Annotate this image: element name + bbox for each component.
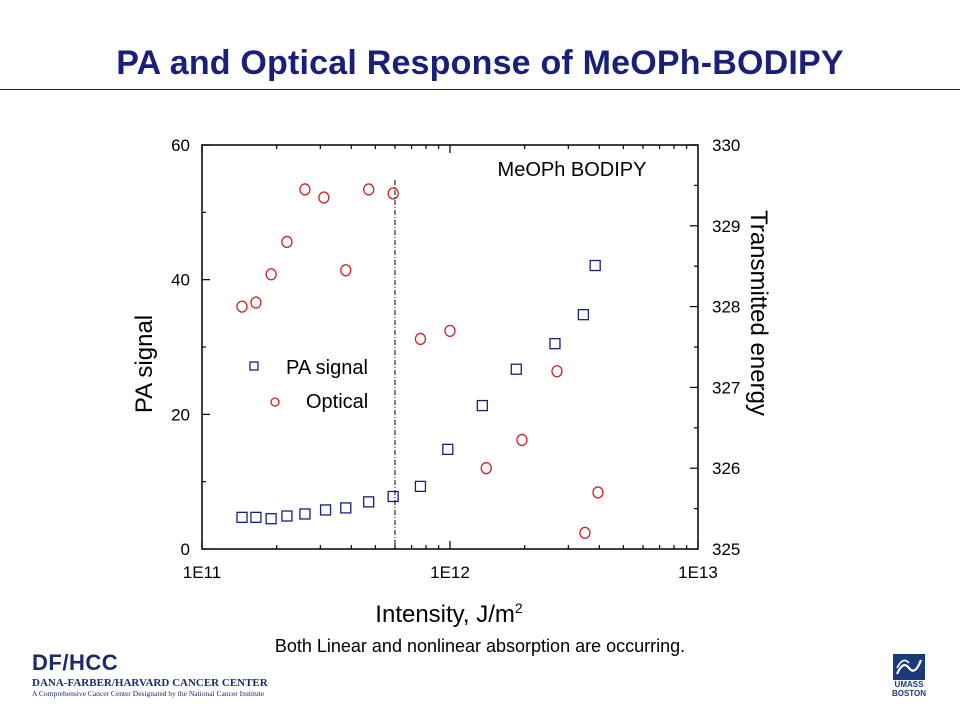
- legend-label-pa: PA signal: [286, 357, 368, 379]
- legend-marker-pa: [249, 361, 259, 371]
- y2-axis-label: Transmitted energy: [745, 210, 772, 416]
- y2-tick-label: 329: [712, 217, 740, 236]
- pa-signal-point: [265, 513, 277, 525]
- chart-axes: 1E11 1E12 1E13 0 20 40 60 325 326 327 328 329 330: [171, 136, 740, 582]
- title-divider: [0, 89, 960, 90]
- optical-point: [516, 433, 528, 447]
- pa-signal-point: [577, 309, 590, 321]
- legend-label-optical: Optical: [306, 391, 368, 413]
- optical-point: [265, 268, 277, 281]
- pa-signal-point: [589, 259, 601, 272]
- optical-point: [299, 183, 311, 196]
- plot-frame: [201, 144, 699, 550]
- pa-signal-point: [319, 504, 332, 516]
- y-tick-label: 60: [171, 136, 190, 155]
- optical-point: [387, 187, 399, 200]
- pa-signal-point: [363, 496, 375, 508]
- umass-boston-logo-icon: [893, 654, 925, 680]
- y-axis-label: PA signal: [131, 315, 158, 413]
- pa-signal-point: [387, 490, 399, 503]
- y-tick-label: 40: [171, 271, 190, 290]
- optical-point: [551, 365, 563, 378]
- optical-point: [236, 300, 248, 313]
- pa-signal-point: [250, 511, 262, 524]
- x-tick-label: 1E12: [430, 563, 470, 582]
- university-logo: UMASS BOSTON: [886, 654, 932, 698]
- x-axis-label-text: Intensity, J/m: [375, 601, 515, 628]
- x-axis-label: Intensity, J/m2: [375, 600, 523, 628]
- org-tagline: A Comprehensive Cancer Center Designated…: [32, 689, 265, 698]
- university-line1: UMASS: [894, 680, 924, 689]
- y2-tick-label: 325: [712, 540, 740, 559]
- optical-point: [250, 296, 262, 309]
- legend-marker-optical: [270, 397, 280, 407]
- pa-signal-point: [510, 363, 522, 375]
- x-tick-label: 1E13: [678, 563, 718, 582]
- y2-tick-label: 330: [712, 136, 740, 155]
- chart-marks: [236, 183, 604, 539]
- org-logo: DF/HCC DANA-FARBER/HARVARD CANCER CENTER…: [32, 650, 268, 698]
- optical-point: [480, 462, 492, 475]
- optical-point: [592, 486, 604, 499]
- x-tick-label: 1E11: [183, 563, 221, 582]
- pa-signal-point: [299, 508, 311, 520]
- slide-caption: Both Linear and nonlinear absorption are…: [274, 636, 686, 656]
- optical-point: [340, 264, 352, 277]
- university-line2: BOSTON: [891, 689, 927, 698]
- org-name: DANA-FARBER/HARVARD CANCER CENTER: [32, 677, 268, 689]
- pa-signal-point: [236, 511, 248, 524]
- slide-title: PA and Optical Response of MeOPh-BODIPY: [116, 44, 844, 82]
- optical-point: [363, 183, 375, 196]
- y-tick-label: 20: [171, 405, 190, 424]
- x-axis-label-superscript: 2: [515, 600, 523, 616]
- pa-signal-point: [414, 480, 427, 493]
- chart-title: MeOPh BODIPY: [498, 159, 647, 181]
- y2-tick-label: 326: [712, 459, 740, 478]
- y2-tick-label: 327: [712, 378, 740, 397]
- pa-signal-point: [340, 502, 352, 514]
- pa-signal-point: [549, 337, 561, 350]
- y-tick-label: 0: [181, 540, 190, 559]
- optical-point: [318, 191, 330, 204]
- optical-point: [444, 324, 456, 337]
- pa-signal-point: [281, 510, 293, 522]
- optical-point: [579, 526, 591, 539]
- optical-point: [414, 332, 427, 346]
- chart: 1E11 1E12 1E13 0 20 40 60 325 326 327 328 329 330 Me…: [131, 136, 772, 628]
- legend: PA signal Optical: [249, 357, 368, 413]
- optical-point: [281, 235, 293, 249]
- pa-signal-point: [442, 443, 454, 455]
- org-abbrev: DF/HCC: [32, 650, 119, 675]
- pa-signal-point: [476, 399, 488, 412]
- y2-tick-label: 328: [712, 298, 740, 317]
